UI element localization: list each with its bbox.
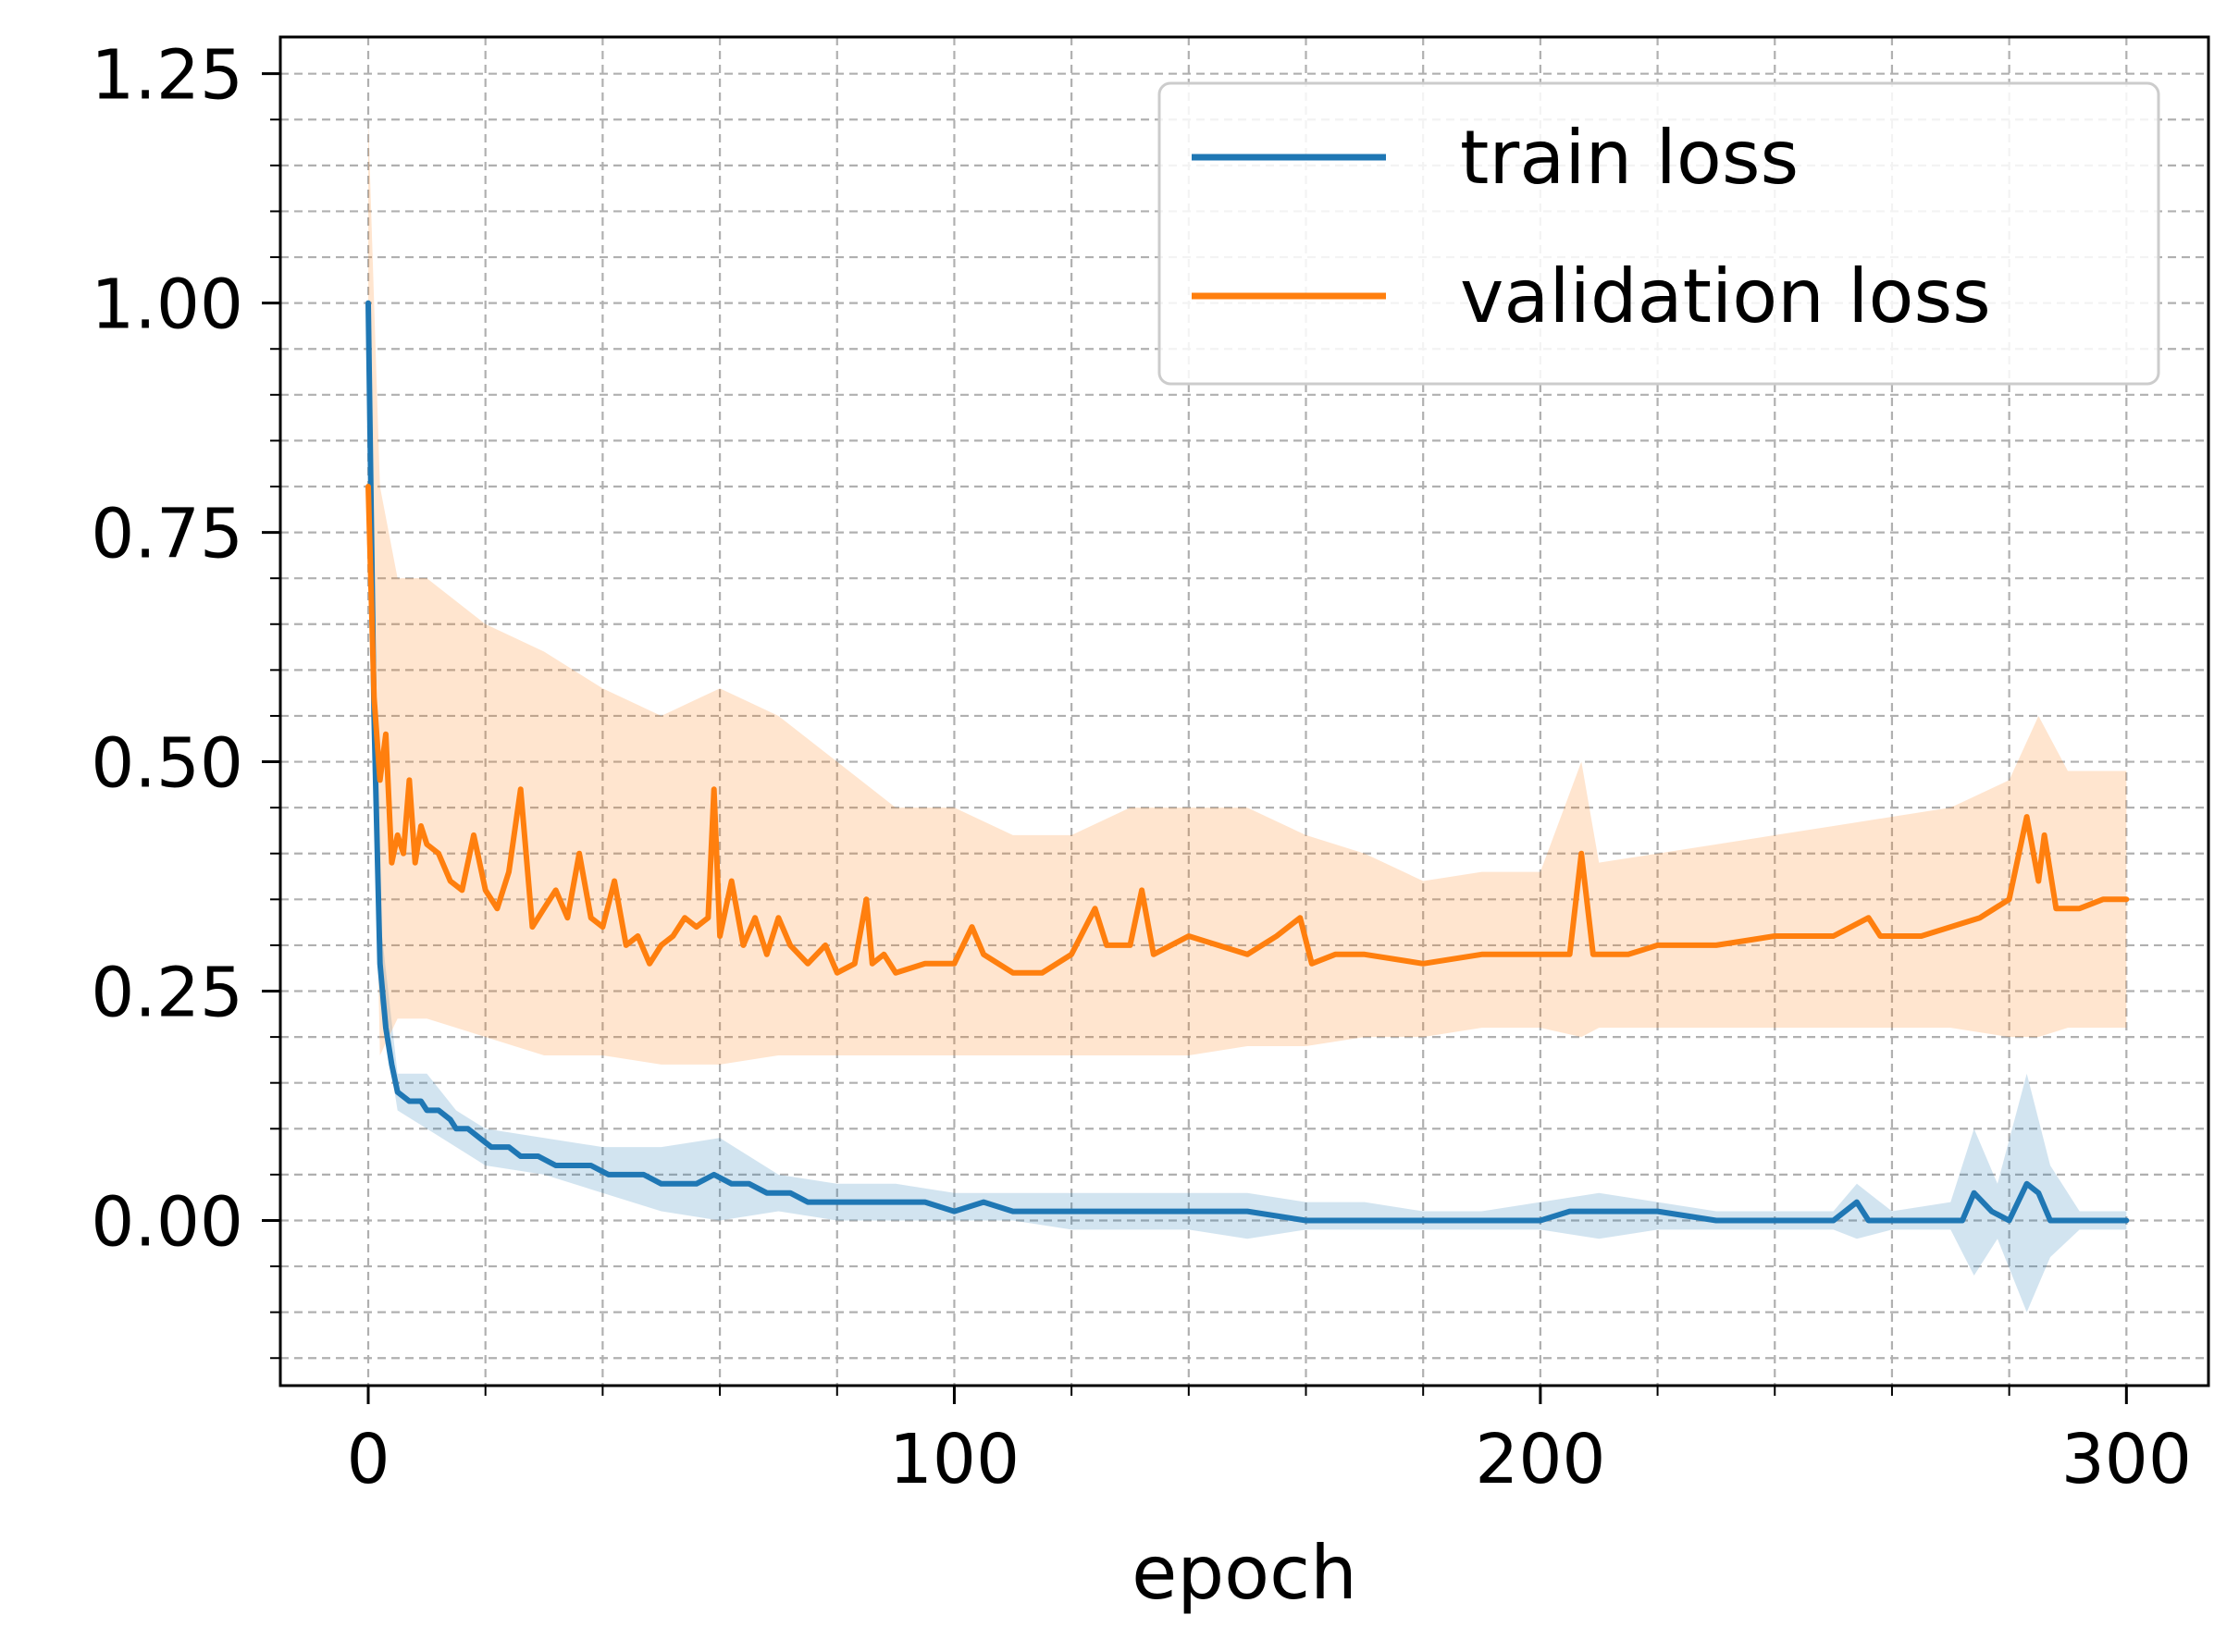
- x-axis-label: epoch: [1132, 1530, 1357, 1616]
- legend: train loss validation loss: [1157, 81, 2160, 386]
- line-train-loss: [365, 300, 2130, 1224]
- plot-frame: [278, 35, 2210, 1387]
- legend-box: [1157, 81, 2160, 386]
- series-lines: [365, 300, 2130, 1224]
- legend-label: validation loss: [1460, 253, 1991, 339]
- y-tick-label: 1.25: [91, 36, 243, 116]
- x-tick-label: 0: [346, 1420, 390, 1499]
- y-tick-label: 0.50: [91, 724, 243, 804]
- y-tick-label: 0.75: [91, 495, 243, 574]
- y-tick-label: 1.00: [91, 265, 243, 345]
- band-validation-loss: [368, 119, 2127, 1065]
- x-tick-label: 200: [1475, 1420, 1605, 1499]
- y-tick-label: 0.00: [91, 1182, 243, 1262]
- x-tick-label: 300: [2061, 1420, 2192, 1499]
- axis-ticks: 0 100 200 300 0.00 0.25 0.50 0.75 1.00 1.25: [91, 36, 2192, 1499]
- band-train-loss: [368, 302, 2127, 1313]
- x-tick-label: 100: [889, 1420, 1020, 1499]
- confidence-bands: [368, 119, 2127, 1313]
- legend-label: train loss: [1460, 115, 1799, 201]
- y-tick-label: 0.25: [91, 954, 243, 1033]
- line-validation-loss: [365, 484, 2130, 976]
